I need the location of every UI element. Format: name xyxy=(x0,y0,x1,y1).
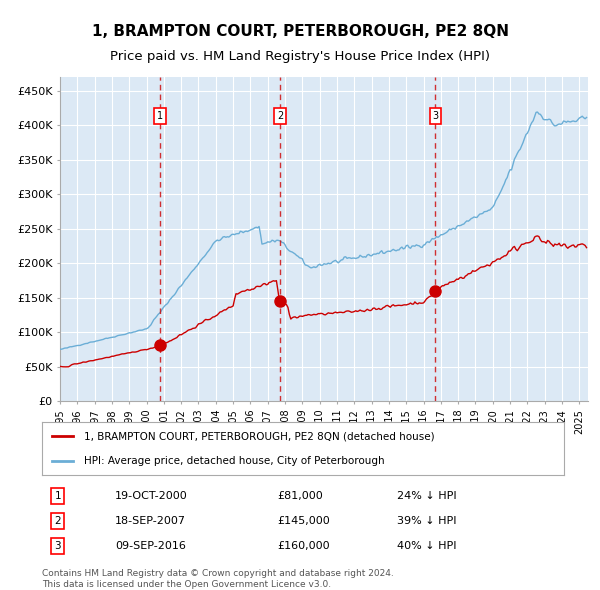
Text: 39% ↓ HPI: 39% ↓ HPI xyxy=(397,516,457,526)
Text: 3: 3 xyxy=(55,540,61,550)
Text: 09-SEP-2016: 09-SEP-2016 xyxy=(115,540,186,550)
Text: 24% ↓ HPI: 24% ↓ HPI xyxy=(397,491,457,501)
Text: 1: 1 xyxy=(55,491,61,501)
Text: HPI: Average price, detached house, City of Peterborough: HPI: Average price, detached house, City… xyxy=(84,455,385,466)
Text: 3: 3 xyxy=(433,111,439,120)
Text: 1, BRAMPTON COURT, PETERBOROUGH, PE2 8QN (detached house): 1, BRAMPTON COURT, PETERBOROUGH, PE2 8QN… xyxy=(84,431,434,441)
Text: 2: 2 xyxy=(55,516,61,526)
Text: 2: 2 xyxy=(277,111,283,120)
Text: £145,000: £145,000 xyxy=(277,516,329,526)
Text: 1: 1 xyxy=(157,111,163,120)
Text: Price paid vs. HM Land Registry's House Price Index (HPI): Price paid vs. HM Land Registry's House … xyxy=(110,50,490,63)
Text: £81,000: £81,000 xyxy=(277,491,323,501)
Text: 1, BRAMPTON COURT, PETERBOROUGH, PE2 8QN: 1, BRAMPTON COURT, PETERBOROUGH, PE2 8QN xyxy=(91,24,509,38)
Text: £160,000: £160,000 xyxy=(277,540,329,550)
Text: 40% ↓ HPI: 40% ↓ HPI xyxy=(397,540,457,550)
Text: 19-OCT-2000: 19-OCT-2000 xyxy=(115,491,188,501)
Text: 18-SEP-2007: 18-SEP-2007 xyxy=(115,516,186,526)
Text: Contains HM Land Registry data © Crown copyright and database right 2024.
This d: Contains HM Land Registry data © Crown c… xyxy=(42,569,394,589)
